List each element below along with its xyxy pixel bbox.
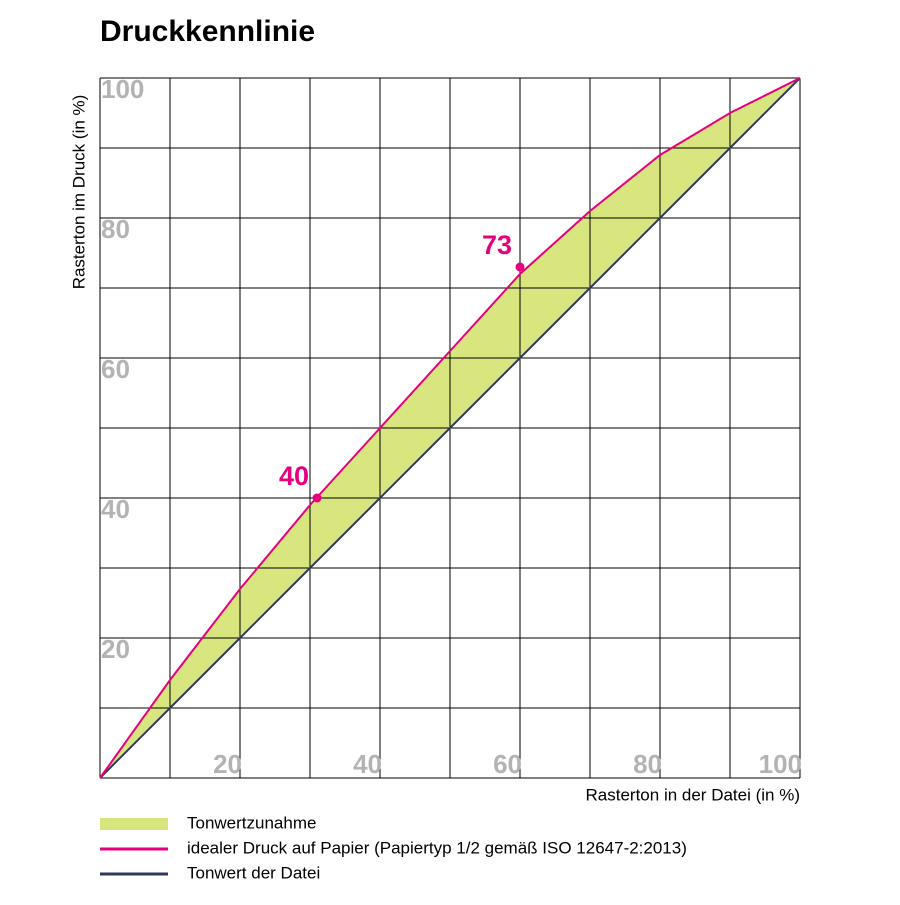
legend-label: Tonwert der Datei <box>187 863 320 882</box>
y-tick-label: 40 <box>101 494 130 524</box>
y-tick-label: 100 <box>101 74 144 104</box>
x-axis-label: Rasterton in der Datei (in %) <box>586 785 800 804</box>
data-label: 40 <box>279 461 309 491</box>
legend-label: idealer Druck auf Papier (Papiertyp 1/2 … <box>187 838 687 857</box>
data-point <box>515 262 525 272</box>
y-tick-label: 80 <box>101 214 130 244</box>
y-axis-label: Rasterton im Druck (in %) <box>69 95 88 290</box>
legend-swatch <box>100 818 168 830</box>
data-point <box>312 493 322 503</box>
x-tick-label: 60 <box>493 749 522 779</box>
y-tick-label: 20 <box>101 634 130 664</box>
x-tick-label: 100 <box>759 749 802 779</box>
x-tick-label: 40 <box>353 749 382 779</box>
x-tick-label: 80 <box>633 749 662 779</box>
x-tick-label: 20 <box>213 749 242 779</box>
data-label: 73 <box>482 230 512 260</box>
line <box>99 77 801 779</box>
legend-label: Tonwertzunahme <box>187 813 316 832</box>
y-tick-label: 60 <box>101 354 130 384</box>
line <box>99 77 801 779</box>
chart-title: Druckkennlinie <box>100 15 315 48</box>
